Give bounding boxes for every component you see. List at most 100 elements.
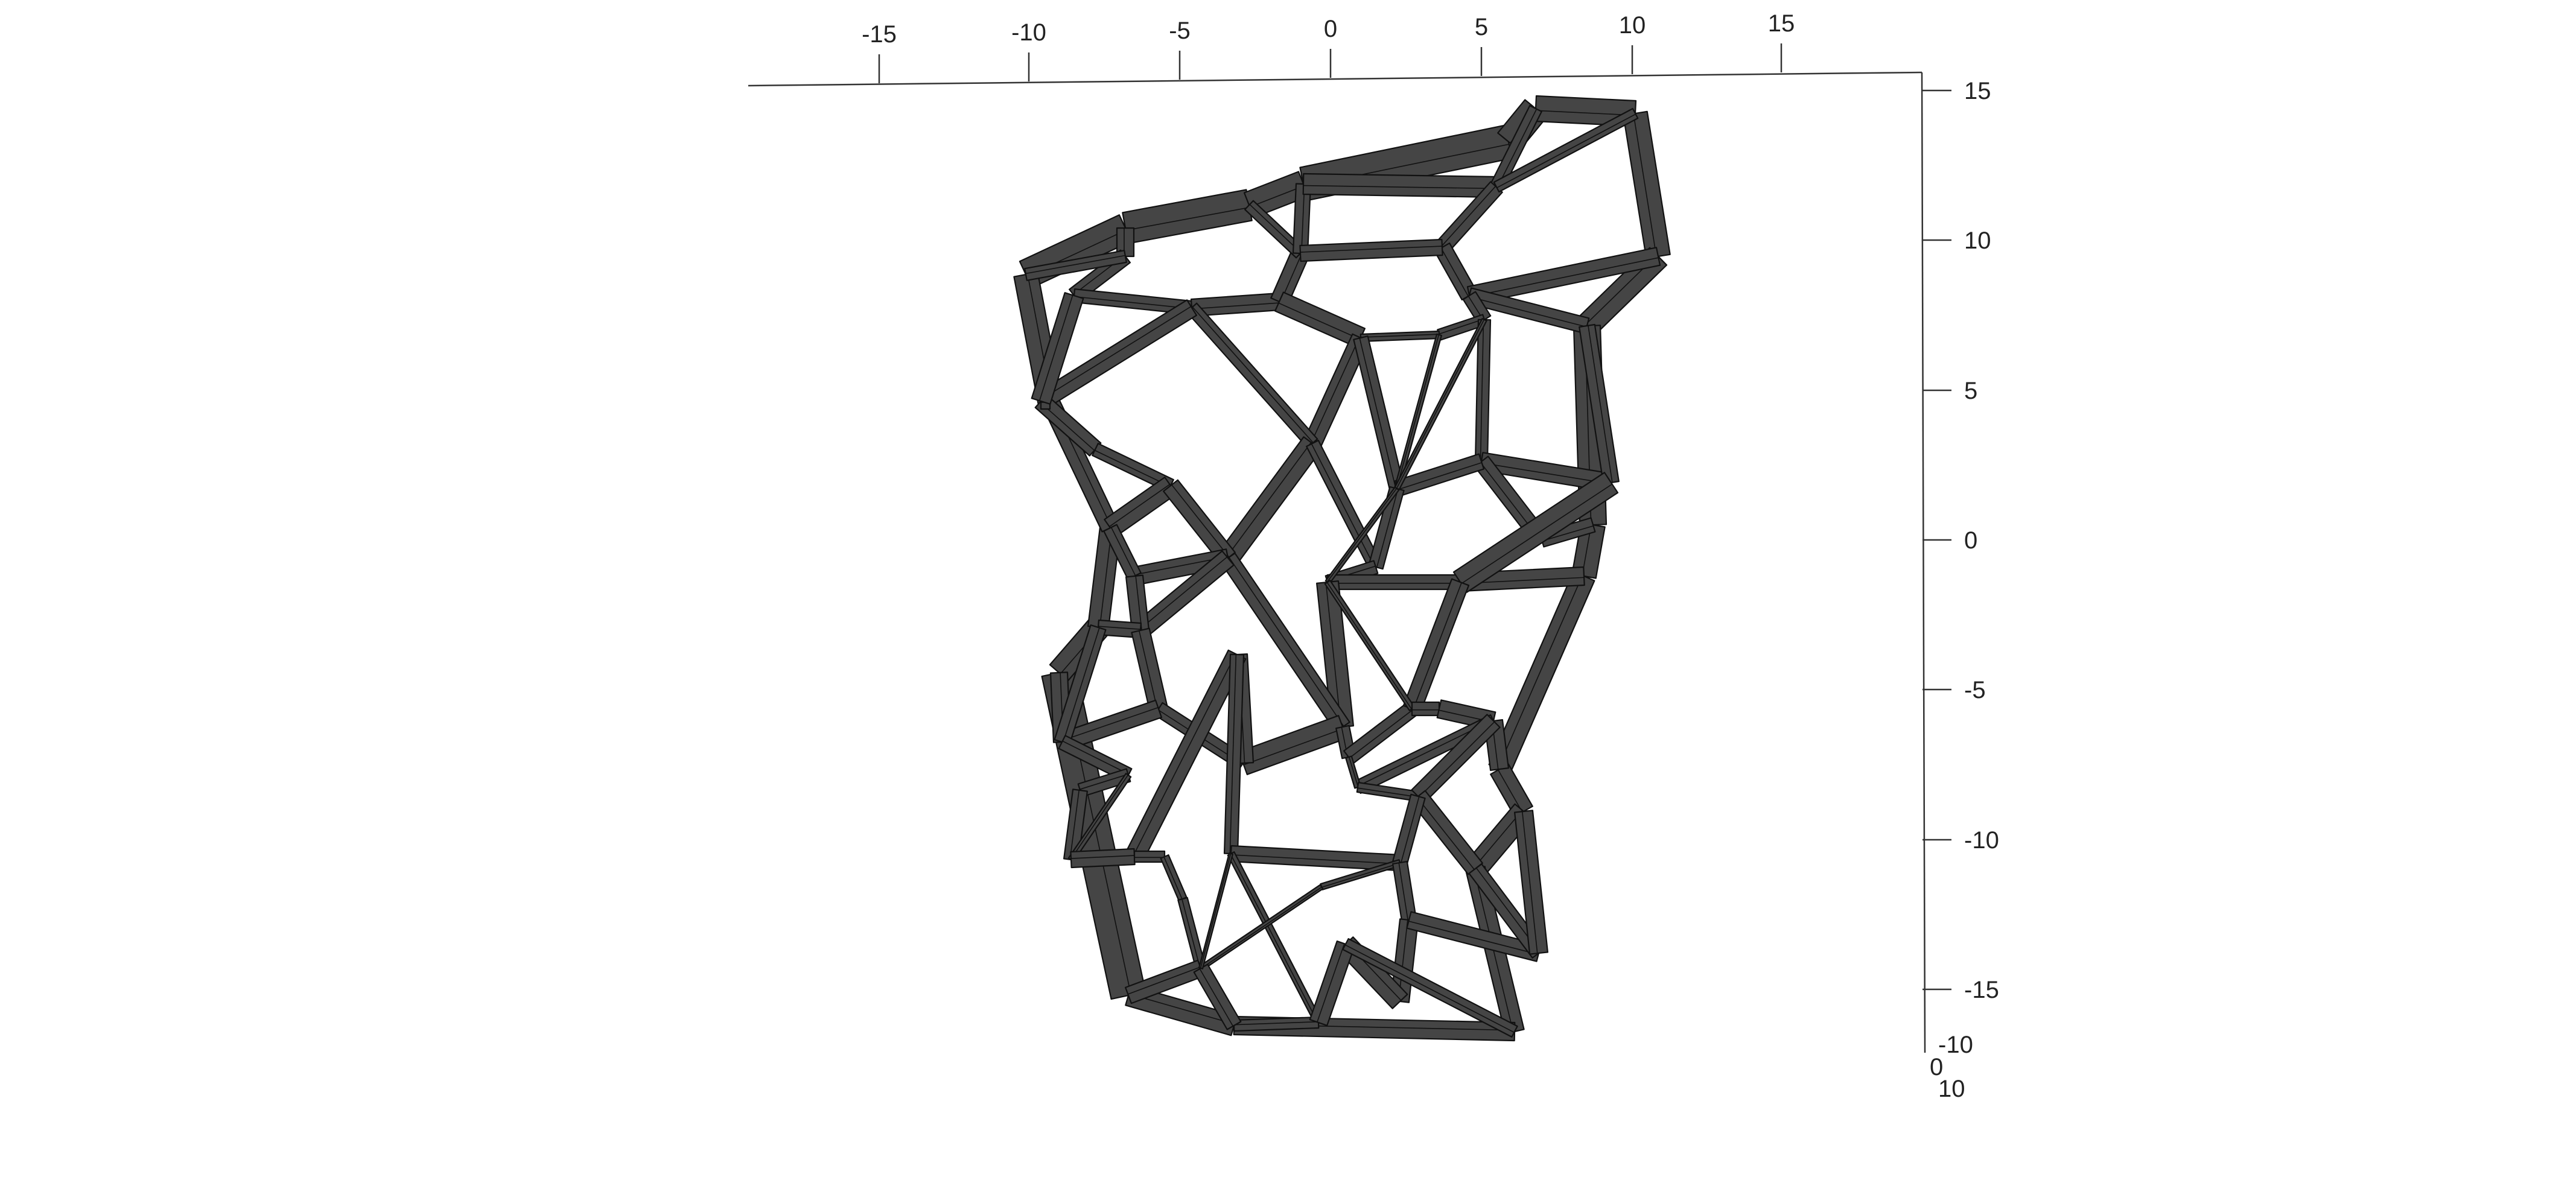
- lattice-strut-edge: [1496, 113, 1636, 188]
- lattice-strut: [1243, 171, 1309, 218]
- lattice-strut: [1160, 854, 1188, 901]
- lattice-strut-edge: [1396, 319, 1485, 489]
- y-tick-label: -10: [1964, 827, 1999, 854]
- x-tick-label: 5: [1475, 14, 1488, 40]
- lattice-strut: [1131, 627, 1168, 712]
- lattice-strut-edge: [1192, 306, 1314, 443]
- x-tick-label: 0: [1324, 16, 1337, 42]
- lattice-strut: [1233, 1016, 1320, 1032]
- lattice-strut-edge: [1233, 1021, 1318, 1026]
- lattice-strut-edge: [1326, 582, 1413, 709]
- lattice-strut-edge: [1481, 462, 1611, 485]
- z-tick-label: 10: [1938, 1076, 1965, 1102]
- lattice-strut-edge: [1080, 773, 1128, 790]
- lattice-strut-edge: [1139, 556, 1228, 630]
- lattice-strut-edge: [1040, 401, 1095, 451]
- lattice-strut-edge: [1357, 787, 1418, 798]
- y-tick-label: 0: [1964, 527, 1977, 554]
- lattice-strut-edge: [1480, 319, 1484, 462]
- lattice-strut-edge: [1349, 709, 1413, 759]
- lattice-strut-edge: [1325, 582, 1342, 728]
- lattice-strut: [1326, 574, 1461, 591]
- lattice-strut-edge: [1535, 110, 1635, 116]
- lattice-strut-edge: [1171, 484, 1230, 558]
- lattice-strut-edge: [1061, 707, 1159, 741]
- x-tick-label: 10: [1619, 12, 1646, 39]
- lattice-strut-edge: [1416, 796, 1475, 870]
- lattice-strut-edge: [1062, 740, 1130, 775]
- lattice-strut-edge: [1348, 757, 1359, 788]
- lattice-strut-edge: [1396, 334, 1440, 489]
- lattice-strut: [1342, 937, 1518, 1038]
- x-tick-label: -5: [1169, 17, 1191, 44]
- lattice-strut-edge: [1133, 653, 1236, 857]
- lattice-strut: [1353, 335, 1405, 491]
- lattice-strut-edge: [1098, 626, 1141, 630]
- lattice-strut-edge: [1127, 966, 1201, 995]
- lattice-strut: [1274, 291, 1366, 348]
- lattice-strut-edge: [1125, 207, 1250, 231]
- x-axis-line: [748, 71, 1922, 87]
- y-tick-label: 5: [1964, 378, 1977, 404]
- lattice-strut: [1452, 472, 1619, 593]
- lattice-strut-edge: [1025, 255, 1125, 274]
- lattice-strut-edge: [1359, 338, 1397, 489]
- lattice-strut-edge: [1163, 857, 1183, 899]
- lattice-strut-edge: [1317, 944, 1345, 1023]
- lattice-strut: [1402, 578, 1470, 713]
- lattice-strut-edge: [1094, 449, 1171, 487]
- lattice-strut-edge: [1249, 185, 1305, 208]
- lattice-strut-edge: [1474, 810, 1523, 868]
- lattice-strut-edge: [1311, 337, 1360, 443]
- lattice-strut-edge: [1360, 334, 1439, 338]
- lattice-strut-edge: [1419, 722, 1495, 798]
- lattice-strut: [1031, 292, 1084, 405]
- lattice-strut: [1092, 442, 1174, 493]
- y-axis-line: [1921, 72, 1926, 1053]
- lattice-strut-edge: [1588, 325, 1613, 483]
- y-axis: 15 10 5 0 -5 -10 -15: [1921, 72, 1999, 1053]
- lattice-strut: [1133, 850, 1166, 863]
- lattice-strut: [1493, 107, 1639, 193]
- lattice-strut: [1514, 810, 1548, 955]
- lattice-strut-edge: [1070, 775, 1129, 860]
- lattice-strut: [1292, 183, 1312, 255]
- lattice-strut-edge: [1069, 790, 1080, 860]
- lattice-strut-edge: [1344, 944, 1515, 1033]
- lattice-strut-edge: [1440, 186, 1496, 247]
- lattice-strut-edge: [1496, 109, 1538, 188]
- lattice-strut-edge: [1249, 204, 1302, 253]
- lattice-strut-edge: [1469, 257, 1659, 297]
- lattice-strut-edge: [1040, 306, 1192, 401]
- lattice-strut-edge: [1497, 575, 1583, 769]
- lattice-strut-edge: [1542, 525, 1594, 542]
- y-tick-label: -15: [1964, 977, 1999, 1003]
- lattice-strut-edge: [1063, 627, 1100, 743]
- lattice-strut-edge: [1139, 630, 1158, 709]
- lattice-strut: [1054, 624, 1107, 746]
- lattice-strut-edge: [1400, 796, 1420, 863]
- lattice-strut-edge: [1398, 863, 1409, 921]
- lattice-strut-edge: [1321, 862, 1401, 888]
- lattice-strut: [1116, 227, 1135, 258]
- x-tick-label: -10: [1011, 19, 1046, 46]
- lattice-strut-edge: [1461, 483, 1613, 585]
- lattice-strut-edge: [1300, 246, 1442, 253]
- lattice-strut: [1309, 940, 1355, 1027]
- y-tick-label: 10: [1964, 227, 1991, 254]
- x-tick-label: 15: [1768, 10, 1795, 37]
- lattice-strut: [1122, 189, 1253, 244]
- lattice-struts: [1013, 95, 1671, 1042]
- lattice-strut-edge: [1229, 654, 1237, 854]
- lattice-strut-edge: [1469, 296, 1587, 328]
- lattice-strut: [1360, 330, 1440, 343]
- y-tick-label: 15: [1964, 78, 1991, 104]
- lattice-strut-edge: [1038, 295, 1073, 401]
- lattice-strut-edge: [1397, 462, 1482, 490]
- lattice-strut-edge: [1230, 854, 1400, 864]
- lattice-strut: [1466, 287, 1590, 334]
- lattice-strut-edge: [1498, 769, 1523, 813]
- lattice-strut-edge: [1230, 854, 1318, 1023]
- lattice-strut: [1244, 200, 1305, 259]
